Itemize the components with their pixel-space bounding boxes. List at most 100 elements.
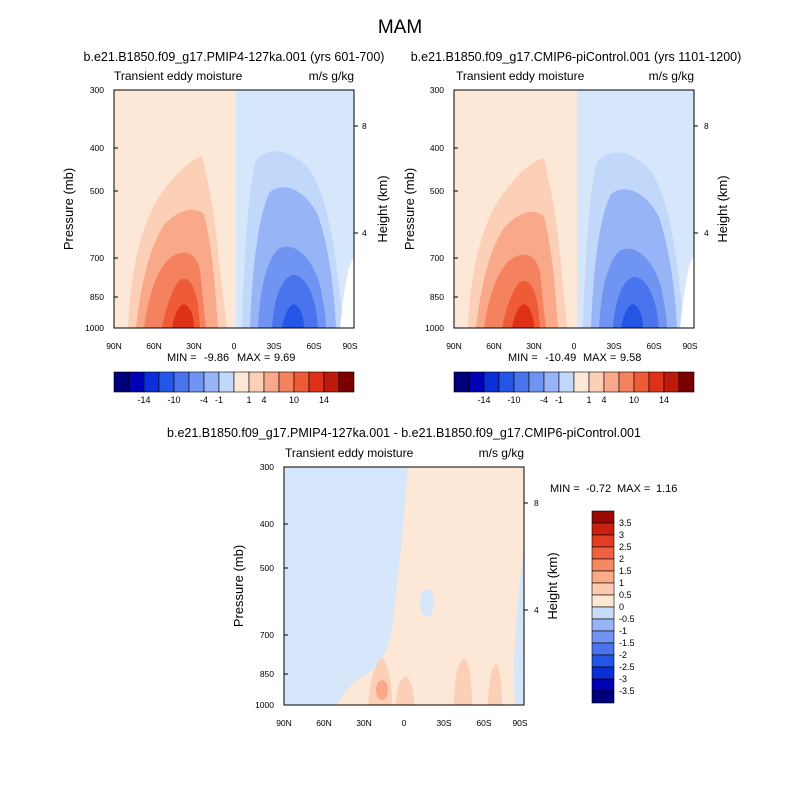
panel-3-y-ticks: 300 400 500 700 850 1000 [255, 462, 288, 710]
panel-2-colorbar: -14 -10 -4 -1 1 4 10 14 [453, 371, 695, 405]
colorbar-label: -10 [507, 395, 520, 405]
panel-2-x-ticks: 90N 60N 30N 0 30S 60S 90S [446, 341, 698, 351]
colorbar-swatch [633, 371, 650, 393]
colorbar-label: 4 [261, 395, 266, 405]
p3-min-value: -0.72 [586, 483, 611, 495]
colorbar-swatch [603, 371, 620, 393]
colorbar-label: -4 [540, 395, 548, 405]
panel-3-left-label: Transient eddy moisture [285, 446, 414, 460]
p1-xtick-60s: 60S [306, 341, 321, 351]
p1-missing-data [340, 258, 354, 328]
colorbar-swatch [591, 522, 615, 536]
colorbar-swatch [591, 594, 615, 608]
p2-ytick-1000: 1000 [425, 323, 444, 333]
colorbar-swatch [591, 582, 615, 596]
p1-ytick-700: 700 [90, 253, 104, 263]
p3-xtick-0: 0 [402, 718, 407, 728]
p1-xtick-90n: 90N [106, 341, 122, 351]
colorbar-swatch [323, 371, 340, 393]
p2-max-value: 9.58 [620, 352, 641, 364]
panel-1-ylabel: Pressure (mb) [61, 168, 76, 250]
colorbar-label: 14 [319, 395, 329, 405]
panel-3-frame [283, 466, 525, 706]
colorbar-swatch [591, 570, 615, 584]
panel-3-x-ticks: 90N 60N 30N 0 30S 60S 90S [276, 718, 528, 728]
p3-xtick-90s: 90S [512, 718, 527, 728]
colorbar-swatch [338, 371, 355, 393]
panel-2-unit-label: m/s g/kg [649, 69, 694, 83]
p2-pos-contour-5 [512, 304, 534, 328]
colorbar-swatch [203, 371, 220, 393]
p2-ytick-300: 300 [430, 85, 444, 95]
colorbar-label: 1 [619, 578, 624, 588]
p3-htick-4: 4 [534, 605, 539, 615]
colorbar-swatch [513, 371, 530, 393]
colorbar-label: -1 [215, 395, 223, 405]
p2-htick-8: 8 [704, 121, 709, 131]
p3-min-label: MIN = [550, 483, 580, 495]
p1-min-value: -9.86 [204, 352, 229, 364]
p1-max-label: MAX = [237, 352, 270, 364]
colorbar-label: 10 [289, 395, 299, 405]
colorbar-swatch [293, 371, 310, 393]
colorbar-swatch [233, 371, 250, 393]
colorbar-swatch [128, 371, 145, 393]
p3-pos-contour-3 [396, 676, 414, 705]
p1-htick-8: 8 [362, 121, 367, 131]
colorbar-swatch [591, 678, 615, 692]
p1-max-value: 9.69 [274, 352, 295, 364]
p2-min-label: MIN = [508, 352, 538, 364]
panel-2-contour-field [454, 90, 694, 328]
panel-2-y-ticks: 300 400 500 700 850 1000 [425, 85, 458, 333]
colorbar-swatch [113, 371, 130, 393]
p2-xtick-60s: 60S [646, 341, 661, 351]
colorbar-label: -14 [477, 395, 490, 405]
colorbar-label: -1 [555, 395, 563, 405]
colorbar-label: 0 [619, 602, 624, 612]
panel-1-contour-field [114, 90, 354, 328]
colorbar-label: -0.5 [619, 614, 635, 624]
p3-neg-island [420, 589, 434, 617]
p2-missing-data [680, 256, 694, 328]
p3-xtick-60n: 60N [316, 718, 332, 728]
p3-ytick-1000: 1000 [255, 700, 274, 710]
colorbar-label: 1 [246, 395, 251, 405]
p2-htick-4: 4 [704, 228, 709, 238]
colorbar-swatch [591, 642, 615, 656]
panel-1-unit-label: m/s g/kg [309, 69, 354, 83]
colorbar-label: -3 [619, 674, 627, 684]
colorbar-swatch [663, 371, 680, 393]
colorbar-swatch [591, 546, 615, 560]
colorbar-swatch [591, 654, 615, 668]
p3-ytick-700: 700 [260, 630, 274, 640]
colorbar-label: -4 [200, 395, 208, 405]
p3-xtick-30n: 30N [356, 718, 372, 728]
colorbar-swatch [588, 371, 605, 393]
p2-ytick-400: 400 [430, 143, 444, 153]
p1-pos-contour-5 [172, 304, 194, 328]
p1-xtick-90s: 90S [342, 341, 357, 351]
panel-1: b.e21.B1850.f09_g17.PMIP4-127ka.001 (yrs… [61, 50, 390, 405]
p1-xtick-30n: 30N [186, 341, 202, 351]
panel-1-frame [113, 89, 355, 329]
p1-min-label: MIN = [167, 352, 197, 364]
colorbar-label: 3 [619, 530, 624, 540]
colorbar-swatch [483, 371, 500, 393]
panel-1-x-ticks: 90N 60N 30N 0 30S 60S 90S [106, 341, 358, 351]
p1-xtick-0: 0 [232, 341, 237, 351]
colorbar-swatch [558, 371, 575, 393]
p2-ytick-850: 850 [430, 292, 444, 302]
colorbar-label: 10 [629, 395, 639, 405]
colorbar-swatch [173, 371, 190, 393]
colorbar-label: -2 [619, 650, 627, 660]
p1-ytick-500: 500 [90, 186, 104, 196]
panel-3-colorbar: 3.5 3 2.5 2 1.5 1 0.5 0 -0.5 -1 -1.5 -2 -2.5 -3 -3.5 [591, 510, 635, 704]
panel-3: b.e21.B1850.f09_g17.PMIP4-127ka.001 - b.… [167, 426, 677, 728]
colorbar-label: -14 [137, 395, 150, 405]
colorbar-swatch [308, 371, 325, 393]
colorbar-swatch [218, 371, 235, 393]
panel-1-height-ticks: 8 4 [354, 121, 367, 238]
colorbar-label: -1 [619, 626, 627, 636]
p2-min-value: -10.49 [545, 352, 576, 364]
panel-3-ylabel-right: Height (km) [545, 552, 560, 619]
